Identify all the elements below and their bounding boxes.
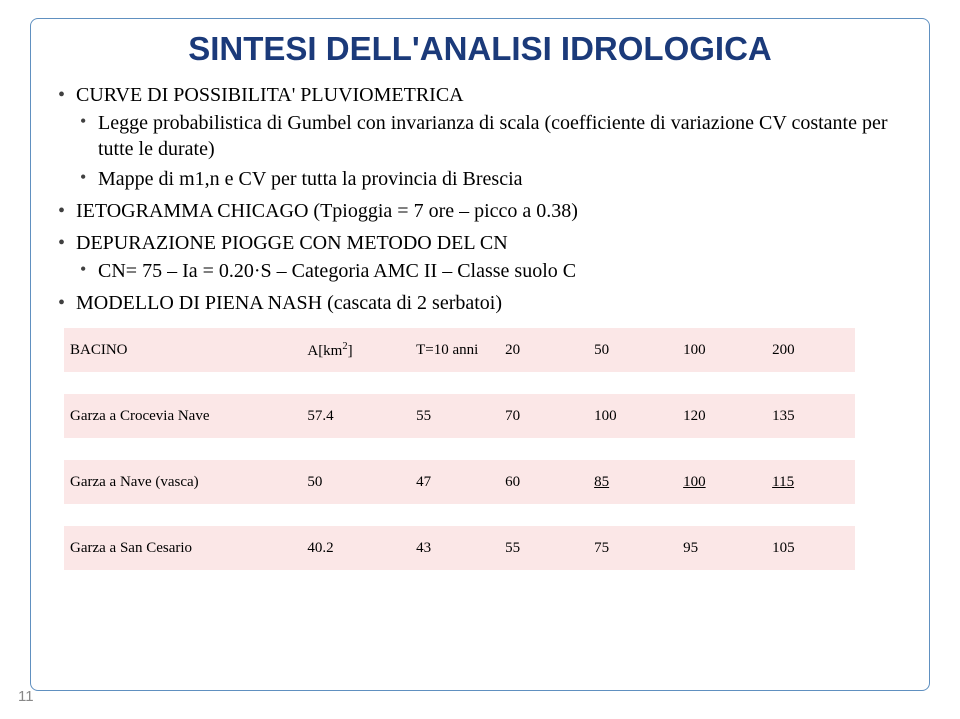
sub-text: Mappe di m1,n e CV per tutta la provinci…: [98, 168, 523, 190]
table-cell: 115: [766, 460, 855, 504]
bullet-text: CURVE DI POSSIBILITA' PLUVIOMETRICA: [76, 84, 464, 106]
table-cell: 70: [499, 394, 588, 438]
sub-gumbel: Legge probabilistica di Gumbel con invar…: [76, 110, 910, 162]
table-row: Garza a Nave (vasca)50476085100115: [64, 460, 855, 504]
th-100: 100: [677, 328, 766, 372]
results-table: BACINO A[km2] T=10 anni 20 50 100 200 Ga…: [64, 328, 855, 570]
th-area-pre: A[km: [307, 343, 342, 359]
table-cell: 50: [301, 460, 410, 504]
th-area-post: ]: [348, 343, 353, 359]
bullet-nash: MODELLO DI PIENA NASH (cascata di 2 serb…: [54, 290, 910, 316]
table-cell: 60: [499, 460, 588, 504]
page-number: 11: [18, 688, 34, 705]
table-cell: 55: [499, 526, 588, 570]
bullet-ietogramma: IETOGRAMMA CHICAGO (Tpioggia = 7 ore – p…: [54, 198, 910, 224]
table-cell: 75: [588, 526, 677, 570]
table-cell: 105: [766, 526, 855, 570]
table-cell: 57.4: [301, 394, 410, 438]
bullet-text: DEPURAZIONE PIOGGE CON METODO DEL CN: [76, 232, 508, 254]
bullet-text: MODELLO DI PIENA NASH (cascata di 2 serb…: [76, 292, 502, 314]
sub-list-cn: CN= 75 – Ia = 0.20·S – Categoria AMC II …: [76, 258, 910, 284]
table-cell: 135: [766, 394, 855, 438]
table-cell: 55: [410, 394, 499, 438]
table-cell: 120: [677, 394, 766, 438]
table-cell: Garza a Crocevia Nave: [64, 394, 301, 438]
sub-text: CN= 75 – Ia = 0.20·S – Categoria AMC II …: [98, 260, 576, 282]
th-t10: T=10 anni: [410, 328, 499, 372]
table-cell: 40.2: [301, 526, 410, 570]
table-cell: 47: [410, 460, 499, 504]
table-cell: 100: [677, 460, 766, 504]
table-row: Garza a San Cesario40.243557595105: [64, 526, 855, 570]
table-spacer: [64, 504, 855, 526]
table-row: Garza a Crocevia Nave57.45570100120135: [64, 394, 855, 438]
slide: SINTESI DELL'ANALISI IDROLOGICA CURVE DI…: [0, 0, 960, 719]
th-50: 50: [588, 328, 677, 372]
bullet-depurazione: DEPURAZIONE PIOGGE CON METODO DEL CN CN=…: [54, 230, 910, 284]
table-cell: 43: [410, 526, 499, 570]
bullet-text: IETOGRAMMA CHICAGO (Tpioggia = 7 ore – p…: [76, 200, 578, 222]
sub-list-curve: Legge probabilistica di Gumbel con invar…: [76, 110, 910, 192]
table-cell: 100: [588, 394, 677, 438]
sub-text: Legge probabilistica di Gumbel con invar…: [98, 112, 888, 160]
table-cell: Garza a San Cesario: [64, 526, 301, 570]
sub-cn: CN= 75 – Ia = 0.20·S – Categoria AMC II …: [76, 258, 910, 284]
table-cell: 95: [677, 526, 766, 570]
th-bacino: BACINO: [64, 328, 301, 372]
table-header-row: BACINO A[km2] T=10 anni 20 50 100 200: [64, 328, 855, 372]
table-spacer: [64, 372, 855, 394]
table-cell: 85: [588, 460, 677, 504]
table-body: Garza a Crocevia Nave57.45570100120135Ga…: [64, 372, 855, 570]
slide-title: SINTESI DELL'ANALISI IDROLOGICA: [50, 30, 910, 68]
table-cell: Garza a Nave (vasca): [64, 460, 301, 504]
bullet-list: CURVE DI POSSIBILITA' PLUVIOMETRICA Legg…: [54, 82, 910, 316]
th-200: 200: [766, 328, 855, 372]
table-spacer: [64, 438, 855, 460]
th-20: 20: [499, 328, 588, 372]
bullet-curve: CURVE DI POSSIBILITA' PLUVIOMETRICA Legg…: [54, 82, 910, 192]
th-area: A[km2]: [301, 328, 410, 372]
sub-mappe: Mappe di m1,n e CV per tutta la provinci…: [76, 166, 910, 192]
